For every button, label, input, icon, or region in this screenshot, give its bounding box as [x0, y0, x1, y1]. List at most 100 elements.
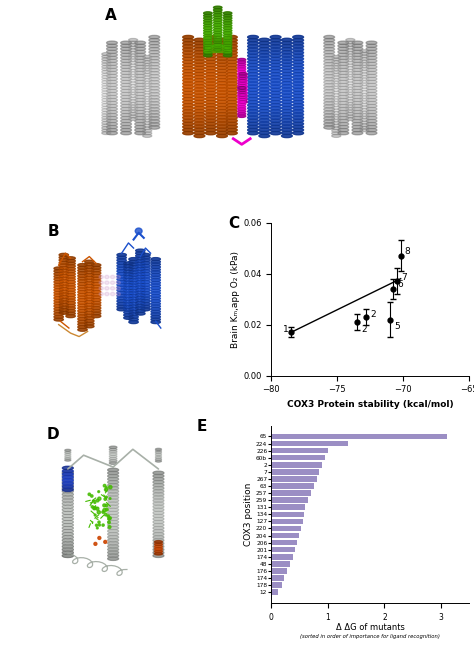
Ellipse shape	[324, 59, 335, 63]
Ellipse shape	[153, 474, 164, 478]
Ellipse shape	[91, 304, 101, 307]
Ellipse shape	[141, 308, 150, 311]
Ellipse shape	[360, 68, 369, 71]
Ellipse shape	[155, 546, 163, 548]
Ellipse shape	[102, 65, 111, 69]
Ellipse shape	[352, 89, 363, 93]
Ellipse shape	[270, 131, 281, 135]
Ellipse shape	[105, 508, 108, 511]
Ellipse shape	[136, 283, 145, 286]
Ellipse shape	[270, 69, 281, 73]
Ellipse shape	[223, 29, 232, 32]
Ellipse shape	[105, 496, 107, 498]
Ellipse shape	[259, 82, 270, 85]
Ellipse shape	[117, 294, 127, 297]
Ellipse shape	[59, 306, 68, 309]
Ellipse shape	[194, 63, 205, 67]
Ellipse shape	[109, 486, 112, 489]
Ellipse shape	[324, 53, 335, 57]
Ellipse shape	[85, 285, 94, 287]
Ellipse shape	[108, 502, 118, 505]
Ellipse shape	[121, 80, 131, 84]
Ellipse shape	[227, 82, 237, 85]
Ellipse shape	[54, 289, 64, 291]
Ellipse shape	[239, 87, 247, 89]
Ellipse shape	[107, 83, 118, 86]
Ellipse shape	[149, 38, 160, 42]
Ellipse shape	[149, 120, 160, 123]
Ellipse shape	[360, 78, 369, 81]
Ellipse shape	[63, 478, 73, 482]
Ellipse shape	[149, 126, 160, 129]
Bar	[272, 469, 319, 474]
Ellipse shape	[78, 296, 87, 299]
Ellipse shape	[121, 53, 131, 57]
Ellipse shape	[117, 297, 127, 300]
Ellipse shape	[124, 311, 133, 314]
Ellipse shape	[117, 264, 127, 268]
Ellipse shape	[149, 105, 160, 108]
Ellipse shape	[352, 92, 363, 96]
Ellipse shape	[59, 308, 68, 312]
Ellipse shape	[366, 129, 377, 132]
Ellipse shape	[155, 550, 163, 553]
Ellipse shape	[78, 288, 87, 291]
Ellipse shape	[135, 47, 146, 51]
Ellipse shape	[91, 312, 101, 315]
Ellipse shape	[149, 69, 160, 72]
Ellipse shape	[136, 299, 145, 302]
Ellipse shape	[65, 455, 71, 457]
Ellipse shape	[141, 283, 150, 286]
Ellipse shape	[63, 484, 73, 487]
Ellipse shape	[293, 72, 303, 76]
Ellipse shape	[124, 287, 133, 289]
Ellipse shape	[153, 551, 164, 554]
Ellipse shape	[247, 88, 258, 92]
Ellipse shape	[91, 293, 101, 296]
Ellipse shape	[366, 62, 377, 65]
Ellipse shape	[110, 275, 115, 279]
Ellipse shape	[194, 44, 205, 48]
Ellipse shape	[109, 517, 111, 519]
Ellipse shape	[293, 107, 303, 110]
Ellipse shape	[183, 69, 193, 73]
Ellipse shape	[117, 253, 127, 256]
Ellipse shape	[346, 69, 355, 72]
Ellipse shape	[293, 131, 303, 135]
Ellipse shape	[346, 38, 355, 42]
Ellipse shape	[63, 486, 73, 490]
Ellipse shape	[85, 293, 94, 295]
Ellipse shape	[128, 67, 137, 69]
Ellipse shape	[205, 113, 216, 116]
Ellipse shape	[153, 514, 164, 517]
Ellipse shape	[153, 536, 164, 539]
Ellipse shape	[102, 78, 111, 81]
Ellipse shape	[183, 79, 193, 82]
Ellipse shape	[227, 57, 237, 61]
Ellipse shape	[324, 44, 335, 48]
Ellipse shape	[129, 271, 138, 273]
Ellipse shape	[136, 302, 145, 304]
Ellipse shape	[155, 552, 163, 555]
Ellipse shape	[59, 258, 68, 262]
Ellipse shape	[135, 83, 146, 86]
Ellipse shape	[332, 81, 341, 84]
Ellipse shape	[108, 520, 118, 524]
Ellipse shape	[63, 490, 73, 493]
Ellipse shape	[102, 55, 111, 58]
Ellipse shape	[205, 42, 216, 45]
Ellipse shape	[85, 279, 94, 282]
Ellipse shape	[141, 267, 150, 270]
Ellipse shape	[213, 36, 222, 39]
Ellipse shape	[247, 113, 258, 116]
Ellipse shape	[107, 98, 118, 101]
Ellipse shape	[194, 69, 205, 72]
Ellipse shape	[194, 72, 205, 76]
Ellipse shape	[63, 471, 73, 474]
Ellipse shape	[213, 9, 222, 11]
Ellipse shape	[293, 67, 303, 70]
Bar	[272, 511, 304, 517]
Ellipse shape	[129, 305, 138, 308]
Ellipse shape	[360, 88, 369, 91]
Ellipse shape	[213, 46, 222, 49]
